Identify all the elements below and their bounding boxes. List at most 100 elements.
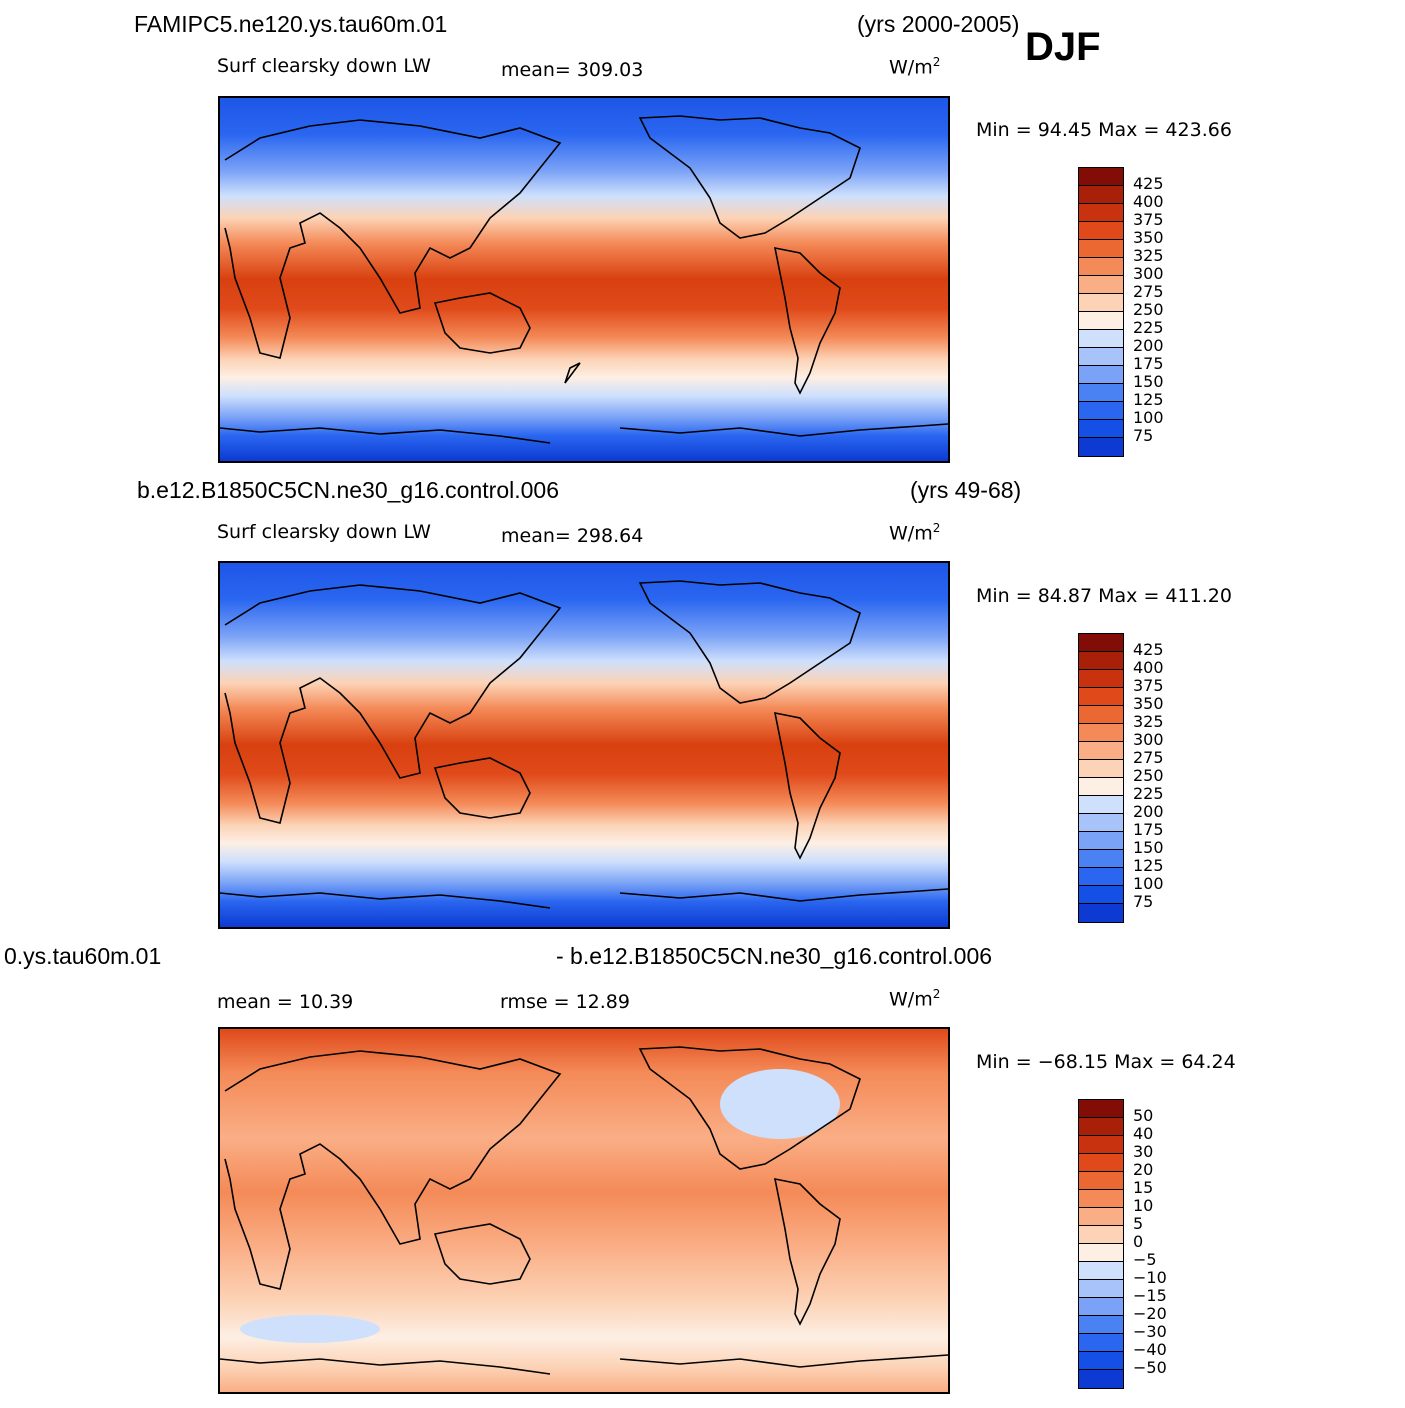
colorbar-swatch	[1079, 706, 1123, 724]
colorbar-label: 125	[1133, 856, 1164, 875]
colorbar-label: −10	[1133, 1268, 1167, 1287]
colorbar-label: 275	[1133, 282, 1164, 301]
colorbar-swatch	[1079, 1100, 1123, 1118]
colorbar-swatch	[1079, 1136, 1123, 1154]
colorbar-label: 50	[1133, 1106, 1154, 1125]
colorbar-label: −50	[1133, 1358, 1167, 1377]
colorbar-swatch	[1079, 384, 1123, 402]
panel2-minmax: Min = 84.87 Max = 411.20	[976, 585, 1232, 607]
colorbar-label: 400	[1133, 192, 1164, 211]
colorbar-swatch	[1079, 204, 1123, 222]
colorbar-swatch	[1079, 168, 1123, 186]
colorbar-label: 400	[1133, 658, 1164, 677]
panel3-case-name: 0.ys.tau60m.01	[4, 943, 162, 969]
colorbar-label: 100	[1133, 874, 1164, 893]
colorbar-label: −40	[1133, 1340, 1167, 1359]
colorbar-label: 325	[1133, 246, 1164, 265]
panel1-map	[218, 96, 950, 463]
colorbar-swatch	[1079, 868, 1123, 886]
colorbar-swatch	[1079, 1226, 1123, 1244]
colorbar-label: −5	[1133, 1250, 1157, 1269]
colorbar-label: 30	[1133, 1142, 1154, 1161]
colorbar-swatch	[1079, 1208, 1123, 1226]
colorbar-swatch	[1079, 1118, 1123, 1136]
colorbar-swatch	[1079, 330, 1123, 348]
panel2-map	[218, 561, 950, 929]
colorbar-label: 350	[1133, 694, 1164, 713]
colorbar-label: 150	[1133, 838, 1164, 857]
colorbar-label: 250	[1133, 300, 1164, 319]
panel2-colorbar	[1078, 633, 1124, 923]
colorbar-label: 75	[1133, 892, 1154, 911]
colorbar-swatch	[1079, 1172, 1123, 1190]
panel3-map	[218, 1027, 950, 1394]
colorbar-label: 300	[1133, 264, 1164, 283]
colorbar-label: 100	[1133, 408, 1164, 427]
colorbar-swatch	[1079, 634, 1123, 652]
colorbar-swatch	[1079, 1280, 1123, 1298]
colorbar-swatch	[1079, 760, 1123, 778]
colorbar-label: 375	[1133, 676, 1164, 695]
colorbar-label: 40	[1133, 1124, 1154, 1143]
colorbar-swatch	[1079, 402, 1123, 420]
colorbar-swatch	[1079, 1334, 1123, 1352]
colorbar-swatch	[1079, 1262, 1123, 1280]
colorbar-label: 175	[1133, 820, 1164, 839]
season-label: DJF	[1025, 25, 1101, 69]
colorbar-label: 425	[1133, 640, 1164, 659]
colorbar-label: 75	[1133, 426, 1154, 445]
panel1-minmax: Min = 94.45 Max = 423.66	[976, 119, 1232, 141]
colorbar-swatch	[1079, 742, 1123, 760]
panel1-case-name: FAMIPC5.ne120.ys.tau60m.01	[134, 11, 448, 37]
panel2-case-name: b.e12.B1850C5CN.ne30_g16.control.006	[137, 477, 559, 503]
panel3-years: - b.e12.B1850C5CN.ne30_g16.control.006	[556, 943, 993, 969]
colorbar-label: 225	[1133, 784, 1164, 803]
colorbar-label: 275	[1133, 748, 1164, 767]
colorbar-swatch	[1079, 312, 1123, 330]
panel3-colorbar	[1078, 1099, 1124, 1389]
panel2-units: W/m2	[889, 521, 941, 545]
colorbar-label: 200	[1133, 336, 1164, 355]
colorbar-label: 175	[1133, 354, 1164, 373]
colorbar-swatch	[1079, 1370, 1123, 1388]
colorbar-label: 150	[1133, 372, 1164, 391]
panel1-colorbar	[1078, 167, 1124, 457]
panel3-mean: mean = 10.39	[217, 991, 354, 1013]
colorbar-swatch	[1079, 420, 1123, 438]
colorbar-swatch	[1079, 186, 1123, 204]
colorbar-swatch	[1079, 724, 1123, 742]
colorbar-swatch	[1079, 850, 1123, 868]
colorbar-label: 250	[1133, 766, 1164, 785]
panel2-variable: Surf clearsky down LW	[217, 521, 431, 543]
colorbar-swatch	[1079, 670, 1123, 688]
panel1-mean: mean= 309.03	[501, 59, 644, 81]
colorbar-label: 15	[1133, 1178, 1154, 1197]
colorbar-swatch	[1079, 1316, 1123, 1334]
colorbar-swatch	[1079, 366, 1123, 384]
colorbar-swatch	[1079, 814, 1123, 832]
colorbar-label: 350	[1133, 228, 1164, 247]
panel3-units: W/m2	[889, 987, 941, 1011]
colorbar-swatch	[1079, 796, 1123, 814]
panel3-minmax: Min = −68.15 Max = 64.24	[976, 1051, 1236, 1073]
panel2-years: (yrs 49-68)	[910, 477, 1022, 503]
colorbar-swatch	[1079, 276, 1123, 294]
colorbar-swatch	[1079, 258, 1123, 276]
colorbar-label: 425	[1133, 174, 1164, 193]
colorbar-label: 325	[1133, 712, 1164, 731]
colorbar-label: 225	[1133, 318, 1164, 337]
colorbar-label: 20	[1133, 1160, 1154, 1179]
colorbar-label: 5	[1133, 1214, 1144, 1233]
colorbar-swatch	[1079, 904, 1123, 922]
colorbar-label: −30	[1133, 1322, 1167, 1341]
panel2-mean: mean= 298.64	[501, 525, 644, 547]
colorbar-swatch	[1079, 1190, 1123, 1208]
colorbar-label: 300	[1133, 730, 1164, 749]
colorbar-swatch	[1079, 1154, 1123, 1172]
panel1-variable: Surf clearsky down LW	[217, 55, 431, 77]
colorbar-swatch	[1079, 240, 1123, 258]
colorbar-label: 10	[1133, 1196, 1154, 1215]
colorbar-swatch	[1079, 688, 1123, 706]
colorbar-swatch	[1079, 1352, 1123, 1370]
colorbar-label: 200	[1133, 802, 1164, 821]
